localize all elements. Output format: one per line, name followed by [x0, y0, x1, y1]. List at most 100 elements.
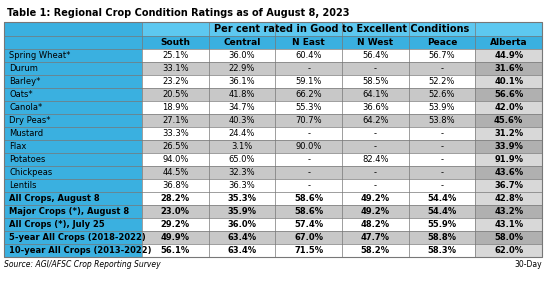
Text: 23.0%: 23.0% — [161, 207, 190, 216]
Bar — [275, 114, 342, 127]
Text: 41.8%: 41.8% — [229, 90, 255, 99]
Bar — [4, 49, 142, 62]
Text: 23.2%: 23.2% — [162, 77, 188, 86]
Text: -: - — [374, 142, 377, 151]
Bar — [476, 140, 542, 153]
Text: -: - — [441, 168, 443, 177]
Text: Flax: Flax — [9, 142, 26, 151]
Text: 56.7%: 56.7% — [429, 51, 455, 60]
Bar — [408, 36, 476, 49]
Bar — [4, 62, 142, 75]
Bar — [275, 153, 342, 166]
Text: 27.1%: 27.1% — [162, 116, 188, 125]
Text: 5-year All Crops (2018-2022): 5-year All Crops (2018-2022) — [9, 233, 146, 242]
Text: 44.5%: 44.5% — [162, 168, 188, 177]
Text: 26.5%: 26.5% — [162, 142, 188, 151]
Text: Mustard: Mustard — [9, 129, 43, 138]
Text: 58.3%: 58.3% — [428, 246, 456, 255]
Bar — [476, 114, 542, 127]
Bar — [408, 127, 476, 140]
Bar — [142, 62, 209, 75]
Text: Durum: Durum — [9, 64, 38, 73]
Bar — [342, 153, 408, 166]
Bar — [342, 205, 408, 218]
Bar — [142, 22, 542, 36]
Text: 36.1%: 36.1% — [229, 77, 256, 86]
Bar — [476, 231, 542, 244]
Text: 49.9%: 49.9% — [161, 233, 190, 242]
Text: -: - — [441, 181, 443, 190]
Text: 64.1%: 64.1% — [362, 90, 389, 99]
Text: Source: AGI/AFSC Crop Reporting Survey: Source: AGI/AFSC Crop Reporting Survey — [4, 260, 161, 269]
Bar — [275, 127, 342, 140]
Bar — [275, 62, 342, 75]
Bar — [476, 62, 542, 75]
Bar — [142, 244, 209, 257]
Bar — [4, 101, 142, 114]
Bar — [476, 75, 542, 88]
Bar — [142, 88, 209, 101]
Bar — [209, 231, 275, 244]
Text: 36.8%: 36.8% — [162, 181, 189, 190]
Text: 52.6%: 52.6% — [429, 90, 455, 99]
Bar — [209, 88, 275, 101]
Bar — [342, 101, 408, 114]
Bar — [209, 62, 275, 75]
Bar — [209, 36, 275, 49]
Text: South: South — [161, 38, 191, 47]
Text: 48.2%: 48.2% — [361, 220, 390, 229]
Bar — [275, 192, 342, 205]
Text: 36.3%: 36.3% — [229, 181, 256, 190]
Bar — [408, 140, 476, 153]
Text: 42.8%: 42.8% — [494, 194, 523, 203]
Text: Canola*: Canola* — [9, 103, 42, 112]
Text: All Crops (*), July 25: All Crops (*), July 25 — [9, 220, 105, 229]
Bar — [275, 140, 342, 153]
Bar — [476, 218, 542, 231]
Bar — [408, 49, 476, 62]
Bar — [408, 244, 476, 257]
Bar — [342, 218, 408, 231]
Bar — [275, 218, 342, 231]
Bar — [4, 244, 142, 257]
Text: 33.1%: 33.1% — [162, 64, 189, 73]
Text: 60.4%: 60.4% — [295, 51, 322, 60]
Bar — [4, 22, 542, 257]
Bar — [275, 244, 342, 257]
Text: Potatoes: Potatoes — [9, 155, 45, 164]
Text: 90.0%: 90.0% — [295, 142, 322, 151]
Bar — [142, 205, 209, 218]
Text: 58.5%: 58.5% — [362, 77, 389, 86]
Text: -: - — [374, 129, 377, 138]
Bar — [476, 88, 542, 101]
Text: 58.6%: 58.6% — [294, 207, 323, 216]
Text: 24.4%: 24.4% — [229, 129, 255, 138]
Text: 58.6%: 58.6% — [294, 194, 323, 203]
Text: 44.9%: 44.9% — [494, 51, 523, 60]
Bar — [476, 36, 542, 49]
Bar — [209, 49, 275, 62]
Bar — [4, 22, 142, 36]
Text: Per cent rated in Good to Excellent Conditions: Per cent rated in Good to Excellent Cond… — [215, 24, 470, 34]
Text: Barley*: Barley* — [9, 77, 40, 86]
Bar — [209, 101, 275, 114]
Text: 36.0%: 36.0% — [229, 51, 256, 60]
Text: 36.6%: 36.6% — [362, 103, 389, 112]
Text: All Crops, August 8: All Crops, August 8 — [9, 194, 99, 203]
Text: 25.1%: 25.1% — [162, 51, 188, 60]
Bar — [476, 166, 542, 179]
Text: 18.9%: 18.9% — [162, 103, 188, 112]
Bar — [209, 192, 275, 205]
Bar — [275, 36, 342, 49]
Text: -: - — [374, 181, 377, 190]
Bar — [408, 166, 476, 179]
Text: N West: N West — [357, 38, 394, 47]
Bar — [209, 140, 275, 153]
Bar — [4, 192, 142, 205]
Text: 10-year All Crops (2013-2022): 10-year All Crops (2013-2022) — [9, 246, 151, 255]
Text: 32.3%: 32.3% — [229, 168, 256, 177]
Text: 56.1%: 56.1% — [161, 246, 190, 255]
Bar — [4, 114, 142, 127]
Text: 91.9%: 91.9% — [494, 155, 523, 164]
Bar — [142, 179, 209, 192]
